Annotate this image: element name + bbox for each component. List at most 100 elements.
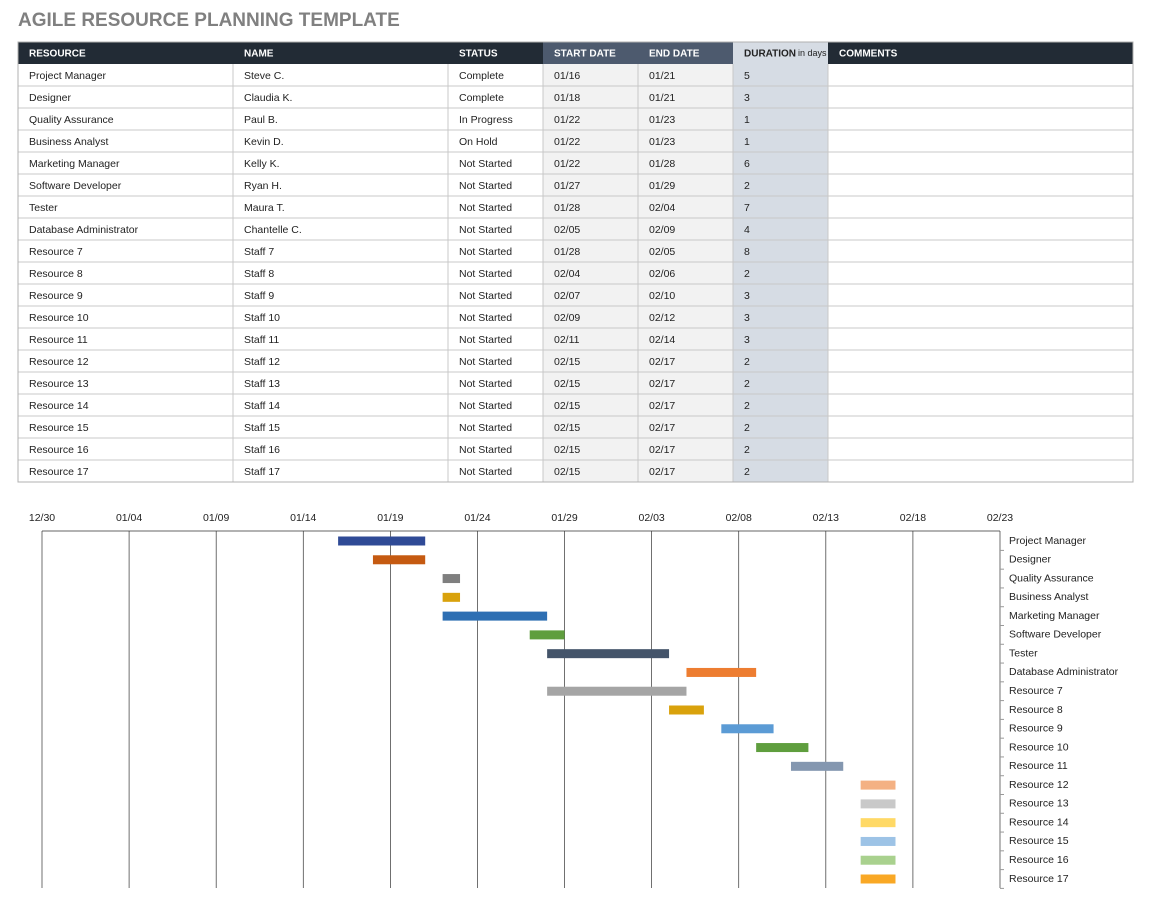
cell: Resource 15 [29,422,89,434]
cell: Resource 12 [29,356,89,368]
cell: 2 [744,444,750,456]
gantt-bar [860,799,896,809]
cell: 02/15 [554,422,580,434]
cell: Resource 16 [29,444,89,456]
y-label: Resource 12 [1009,779,1069,791]
cell: Designer [29,92,72,104]
x-tick-label: 01/29 [551,512,577,524]
column-shade [733,64,828,482]
y-label: Business Analyst [1009,591,1088,603]
gantt-bar [790,761,844,771]
cell: Tester [29,202,58,214]
x-tick-label: 02/13 [813,512,839,524]
gantt-bar [547,649,670,659]
x-tick-label: 02/18 [900,512,926,524]
column-shade [638,64,733,482]
cell: 02/09 [554,312,580,324]
header-cell [543,42,638,64]
cell: 3 [744,92,750,104]
cell: 2 [744,180,750,192]
cell: Staff 17 [244,466,280,478]
cell: Not Started [459,312,512,324]
gantt-bar [372,555,426,565]
y-label: Resource 17 [1009,873,1069,885]
cell: 02/09 [649,224,675,236]
header-cell [448,42,543,64]
cell: 01/21 [649,92,675,104]
y-label: Software Developer [1009,629,1102,641]
header-label: COMMENTS [839,49,898,60]
x-tick-label: 01/14 [290,512,316,524]
cell: Resource 8 [29,268,83,280]
cell: 4 [744,224,750,236]
cell: 01/28 [554,202,580,214]
header-label: END DATE [649,49,700,60]
y-label: Project Manager [1009,535,1087,547]
cell: Staff 13 [244,378,280,390]
cell: Not Started [459,400,512,412]
cell: Not Started [459,422,512,434]
cell: 01/29 [649,180,675,192]
y-label: Resource 7 [1009,685,1063,697]
cell: Software Developer [29,180,122,192]
cell: Complete [459,70,504,82]
x-tick-label: 02/08 [726,512,752,524]
cell: Staff 8 [244,268,274,280]
cell: 01/21 [649,70,675,82]
cell: Not Started [459,246,512,258]
gantt-bar [442,611,548,621]
cell: Staff 7 [244,246,274,258]
cell: Not Started [459,334,512,346]
cell: Quality Assurance [29,114,114,126]
y-label: Resource 10 [1009,741,1069,753]
cell: Resource 14 [29,400,89,412]
cell: Not Started [459,444,512,456]
y-label: Marketing Manager [1009,610,1100,622]
gantt-bar [721,724,774,734]
cell: 02/15 [554,444,580,456]
y-label: Resource 8 [1009,704,1063,716]
cell: Not Started [459,268,512,280]
y-label: Resource 14 [1009,816,1069,828]
header-cell [828,42,1133,64]
column-shade [543,64,638,482]
cell: 02/14 [649,334,675,346]
cell: Resource 10 [29,312,89,324]
cell: 01/28 [649,158,675,170]
cell: 1 [744,136,750,148]
cell: Not Started [459,202,512,214]
cell: Maura T. [244,202,285,214]
cell: 02/10 [649,290,675,302]
header-label: NAME [244,49,274,60]
cell: Staff 9 [244,290,274,302]
cell: Marketing Manager [29,158,120,170]
cell: 3 [744,334,750,346]
gantt-bar [860,836,896,846]
cell: 6 [744,158,750,170]
cell: Staff 12 [244,356,280,368]
x-tick-label: 12/30 [29,512,55,524]
cell: 02/05 [649,246,675,258]
cell: 02/05 [554,224,580,236]
cell: Claudia K. [244,92,292,104]
y-label: Tester [1009,647,1038,659]
cell: 02/06 [649,268,675,280]
cell: Not Started [459,158,512,170]
gantt-bar [860,874,896,884]
gantt-bar [547,686,687,696]
gantt-bar [338,536,426,546]
cell: 01/23 [649,114,675,126]
y-label: Quality Assurance [1009,572,1094,584]
cell: Not Started [459,466,512,478]
cell: Not Started [459,356,512,368]
cell: Not Started [459,290,512,302]
cell: In Progress [459,114,513,126]
cell: 02/04 [649,202,675,214]
gantt-bar [529,630,565,640]
cell: Not Started [459,224,512,236]
gantt-bar [860,780,896,790]
x-tick-label: 01/19 [377,512,403,524]
cell: 02/15 [554,356,580,368]
cell: Resource 17 [29,466,89,478]
